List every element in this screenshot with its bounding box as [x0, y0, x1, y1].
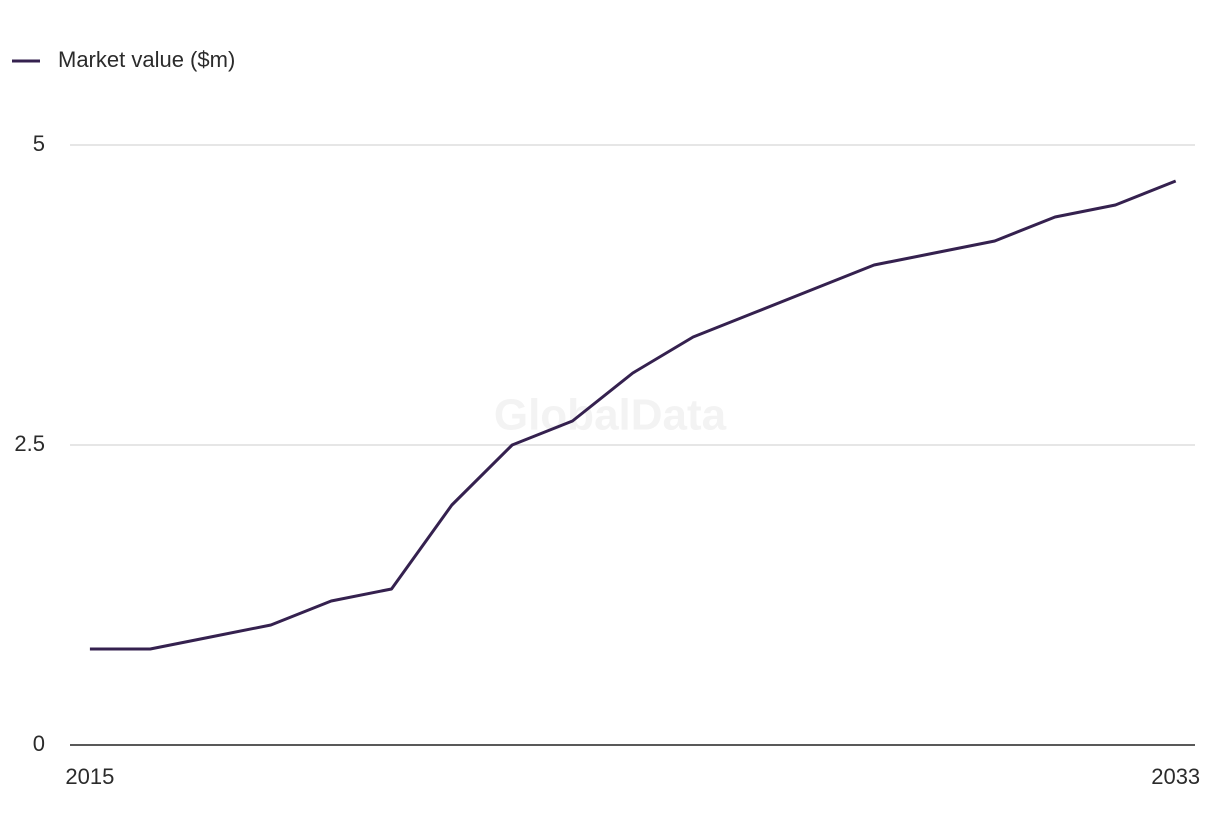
y-tick-label: 2.5	[14, 431, 45, 456]
legend-label: Market value ($m)	[58, 47, 235, 72]
line-series	[89, 179, 1177, 651]
watermark: GlobalData	[494, 391, 727, 440]
x-tick-label: 2015	[65, 764, 114, 789]
y-tick-label: 5	[33, 131, 45, 156]
x-tick-label: 2033	[1151, 764, 1200, 789]
y-tick-label: 0	[33, 731, 45, 756]
